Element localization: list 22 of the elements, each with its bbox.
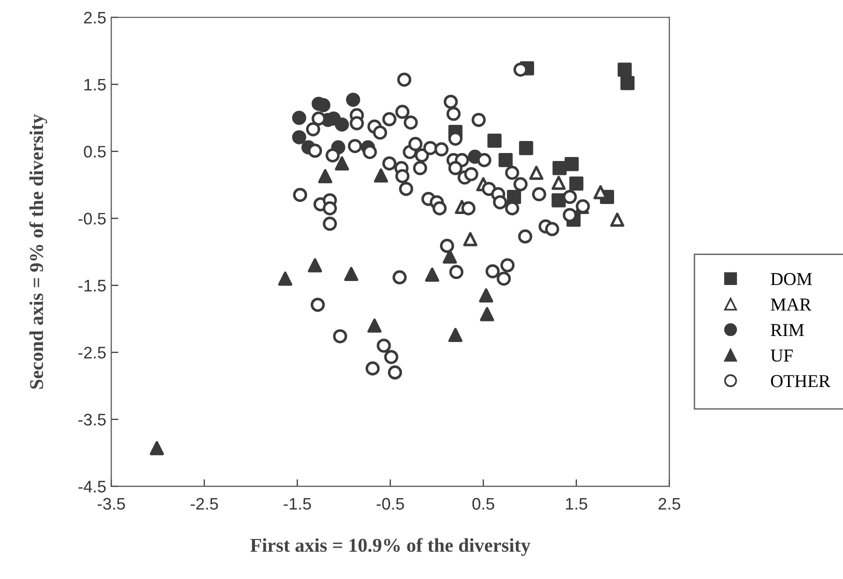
y-tick-label: -3.5: [78, 414, 106, 426]
y-tick-label: 0.5: [84, 146, 106, 158]
x-tick-label: 0.5: [472, 498, 494, 510]
x-tick-label: -2.5: [190, 498, 218, 510]
y-tick-label: 2.5: [84, 12, 106, 24]
y-tick-label: -1.5: [78, 280, 106, 292]
legend-label: DOM: [770, 273, 812, 286]
legend-label: UF: [770, 350, 793, 362]
x-axis-title: First axis = 10.9% of the diversity: [250, 538, 530, 556]
x-tick-label: -3.5: [98, 498, 125, 510]
legend-label: OTHER: [771, 375, 830, 388]
legend-label: RIM: [770, 324, 804, 336]
legend-label: MAR: [770, 298, 812, 310]
x-tick-label: 1.5: [566, 498, 588, 510]
x-tick-label: 2.5: [658, 498, 680, 510]
y-tick-label: -4.5: [78, 480, 106, 493]
y-axis-title: Second axis = 9% of the diversity: [29, 114, 48, 389]
y-tick-label: -2.5: [78, 346, 106, 359]
y-tick-label: -0.5: [78, 212, 106, 225]
x-tick-label: -1.5: [284, 498, 311, 510]
y-tick-label: 1.5: [84, 78, 106, 91]
x-tick-label: -0.5: [376, 498, 404, 510]
